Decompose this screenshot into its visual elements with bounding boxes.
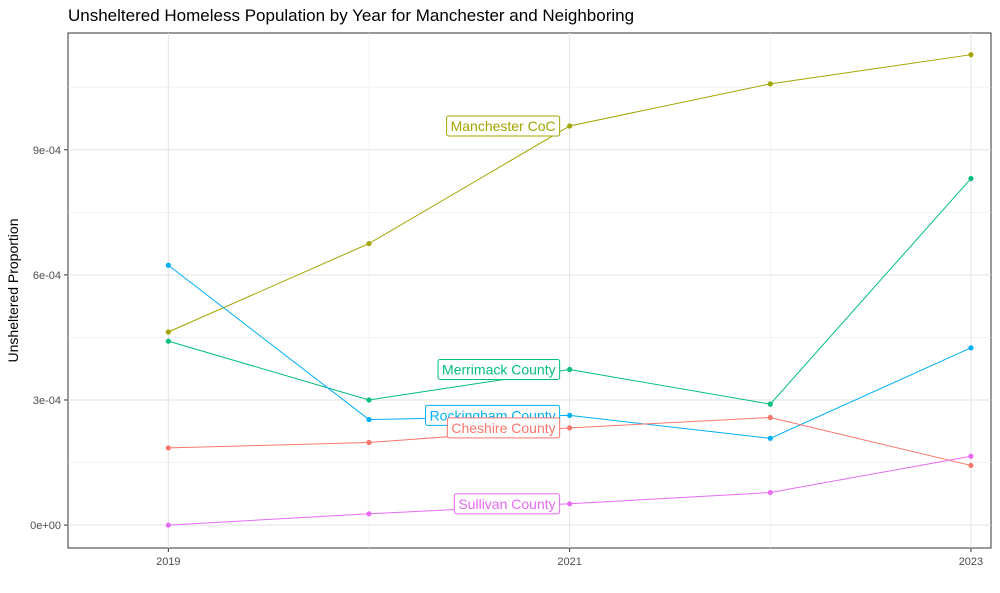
data-point-merrimack-county <box>165 338 171 344</box>
series-label-merrimack-county: Merrimack County <box>437 359 561 381</box>
data-point-rockingham-county <box>165 262 171 268</box>
x-tick-label: 2019 <box>156 556 180 568</box>
data-point-manchester-coc <box>366 240 372 247</box>
series-label-text: Merrimack County <box>442 362 556 378</box>
data-point-cheshire-county <box>366 439 372 446</box>
series-label-box <box>446 115 561 137</box>
series-label-manchester-coc: Manchester CoC <box>446 115 561 137</box>
series-label-box <box>446 417 561 439</box>
y-axis-title: Unsheltered Proportion <box>5 219 21 363</box>
grid-lines <box>68 33 991 548</box>
plot-panel <box>67 32 992 549</box>
data-point-manchester-coc <box>567 123 573 129</box>
data-point-merrimack-county <box>366 397 372 403</box>
data-point-sullivan-county <box>767 489 773 496</box>
x-tick-label: 2023 <box>959 556 983 568</box>
data-point-sullivan-county <box>567 501 573 507</box>
data-point-manchester-coc <box>968 52 974 58</box>
series-label-sullivan-county: Sullivan County <box>453 493 561 515</box>
data-point-rockingham-county <box>567 412 573 418</box>
data-point-sullivan-county <box>366 511 372 517</box>
y-tick-label: 0e+00 <box>30 520 61 532</box>
y-tick-label: 3e-04 <box>33 395 61 407</box>
data-point-sullivan-county <box>165 522 171 528</box>
y-tick-label: 9e-04 <box>33 145 61 157</box>
data-point-cheshire-county <box>767 414 773 421</box>
data-point-merrimack-county <box>968 175 974 182</box>
series-label-cheshire-county: Cheshire County <box>446 417 561 439</box>
series-label-text: Manchester CoC <box>451 118 556 134</box>
chart-title: Unsheltered Homeless Population by Year … <box>68 6 635 25</box>
y-tick-label: 6e-04 <box>33 270 61 282</box>
data-point-cheshire-county <box>165 445 171 451</box>
axes: 0e+00 3e-04 6e-04 9e-04 2019 2021 2023 <box>30 145 983 568</box>
series-label-box <box>453 493 561 515</box>
data-point-rockingham-county <box>968 345 974 351</box>
data-point-rockingham-county <box>767 435 773 441</box>
data-point-merrimack-county <box>767 401 773 407</box>
data-point-manchester-coc <box>165 329 171 335</box>
series-label-box <box>437 359 561 381</box>
data-point-cheshire-county <box>567 425 573 431</box>
series-label-text: Sullivan County <box>458 496 555 512</box>
data-point-cheshire-county <box>968 462 974 469</box>
data-point-manchester-coc <box>767 81 773 87</box>
data-point-rockingham-county <box>366 416 372 423</box>
series-layer <box>165 52 974 528</box>
data-point-merrimack-county <box>567 366 573 373</box>
data-point-sullivan-county <box>968 453 974 459</box>
series-label-text: Cheshire County <box>451 420 555 436</box>
x-tick-label: 2021 <box>557 556 581 568</box>
